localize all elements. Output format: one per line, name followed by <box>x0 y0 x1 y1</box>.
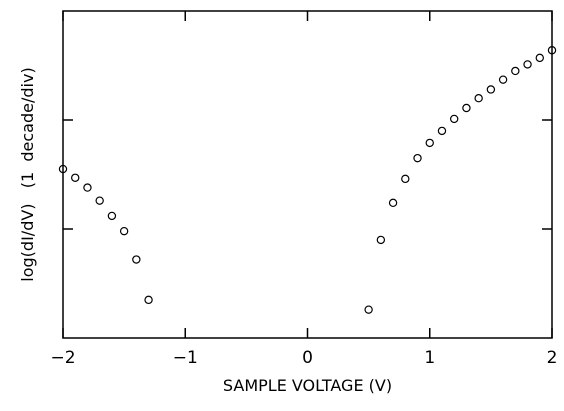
data-point-s1-12 <box>511 66 520 76</box>
data-point-s0-7 <box>144 295 153 305</box>
x-tick-label-0: −2 <box>50 348 75 368</box>
data-point-s0-4 <box>107 211 117 221</box>
data-point-s0-1 <box>71 173 80 182</box>
data-point-s0-6 <box>132 255 141 264</box>
x-tick-label-4: 2 <box>547 348 558 368</box>
data-point-s1-15 <box>547 46 557 55</box>
data-point-s1-14 <box>535 53 544 63</box>
data-point-s1-8 <box>462 103 471 113</box>
data-point-s1-11 <box>498 75 508 84</box>
x-axis-label: SAMPLE VOLTAGE (V) <box>223 376 392 395</box>
data-point-s1-2 <box>388 198 398 208</box>
data-point-s1-7 <box>450 114 459 124</box>
data-points <box>58 46 557 314</box>
plot-frame <box>62 10 553 339</box>
x-tick-label-3: 1 <box>424 348 435 368</box>
data-point-s0-0 <box>58 164 68 174</box>
x-axis-tick-labels: −2 −1 0 1 2 <box>50 348 557 368</box>
data-point-s0-3 <box>95 196 104 205</box>
data-point-s1-13 <box>523 60 532 69</box>
data-point-s1-0 <box>364 305 373 314</box>
data-point-s1-3 <box>401 174 410 184</box>
data-point-s1-10 <box>486 85 496 94</box>
x-tick-label-1: −1 <box>173 348 198 368</box>
data-point-s1-4 <box>413 153 422 163</box>
y-axis-ticks <box>63 119 552 230</box>
data-point-s0-2 <box>83 183 92 192</box>
data-point-s1-5 <box>425 138 434 148</box>
data-point-s1-6 <box>437 126 447 136</box>
y-axis-label: log(dI/dV) (1 decade/div) <box>18 67 37 281</box>
data-point-s1-1 <box>376 235 386 245</box>
data-point-s1-9 <box>474 93 483 103</box>
data-point-s0-5 <box>119 226 129 236</box>
x-tick-label-2: 0 <box>302 348 313 368</box>
x-axis-ticks <box>62 11 553 338</box>
